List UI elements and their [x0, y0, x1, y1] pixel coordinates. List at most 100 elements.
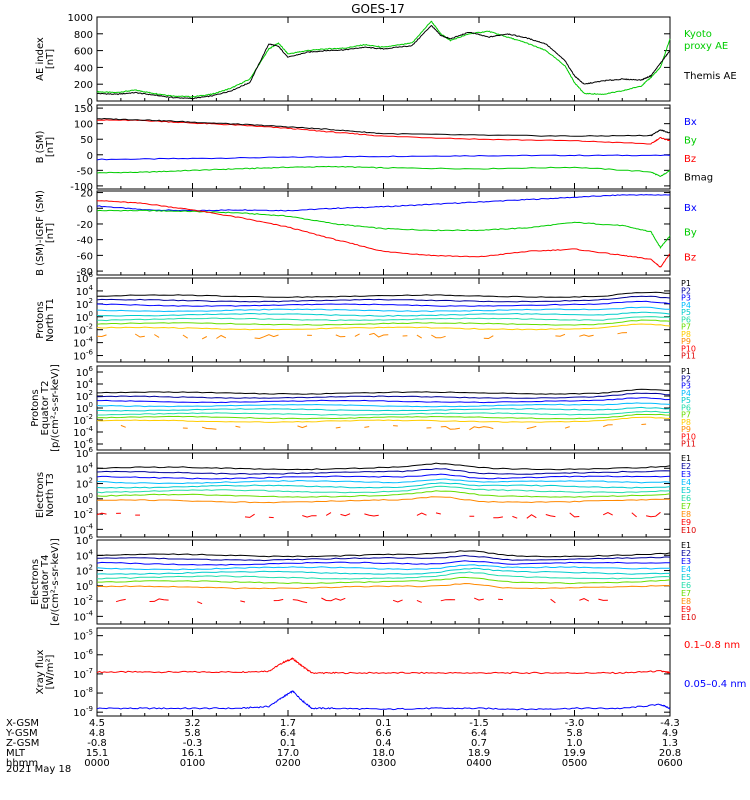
series-p3 [97, 397, 671, 404]
legend-p6: P6 [681, 403, 691, 412]
date-label: 2021 May 18 [6, 764, 71, 775]
y-tick-label: 0 [87, 204, 93, 215]
legend-p1: P1 [681, 279, 691, 288]
y-tick-exponent: -6 [86, 349, 94, 357]
series-p9 [201, 426, 217, 430]
series-e9 [364, 513, 379, 517]
series-p9 [369, 332, 389, 338]
series-p9 [235, 425, 241, 428]
y-tick-label: 200 [74, 80, 93, 91]
series-p9 [182, 334, 188, 339]
series-e1 [97, 550, 671, 558]
y-tick-label: 100 [76, 579, 93, 593]
y-tick-exponent: -6 [86, 648, 94, 656]
legend-e3: E3 [681, 470, 691, 479]
panel-frame [96, 16, 671, 102]
series-p6 [96, 316, 671, 322]
axis-row-value: 0400 [466, 758, 491, 769]
y-tick-label: 10-2 [73, 594, 93, 608]
axis-row-value: 6.4 [471, 728, 487, 739]
series-e5 [96, 567, 670, 575]
axis-row-value: 0.4 [376, 738, 392, 749]
axis-row-value: 0600 [657, 758, 682, 769]
y-tick-exponent: 0 [89, 492, 93, 500]
y-axis-label: North T1 [45, 298, 56, 342]
series-p9 [254, 334, 279, 340]
legend-e6: E6 [681, 581, 691, 590]
y-tick-label: 106 [76, 533, 94, 547]
series-e2 [96, 554, 671, 562]
y-tick-exponent: -4 [86, 522, 94, 530]
series-p9 [579, 334, 594, 337]
axis-row-value: 3.2 [185, 718, 201, 729]
series-p9 [297, 425, 308, 429]
legend-by: By [684, 228, 697, 239]
y-tick-exponent: 2 [89, 477, 93, 485]
axis-row-value: 18.9 [468, 748, 490, 759]
legend-e10: E10 [681, 613, 696, 622]
axis-row-value: 17.0 [277, 748, 299, 759]
series-p9 [354, 333, 360, 337]
legend-by: By [684, 136, 697, 147]
series-p9 [335, 426, 341, 429]
series-e9 [149, 598, 169, 602]
legend-p5: P5 [681, 308, 691, 317]
y-axis-label: Equator T4 [40, 555, 51, 610]
y-tick-exponent: -4 [86, 425, 94, 433]
legend-p11: P11 [681, 352, 696, 361]
y-axis-label: B (SM) [35, 130, 46, 163]
series-e3 [96, 473, 671, 480]
series-e9 [474, 597, 484, 601]
series-p3 [96, 300, 671, 307]
y-axis-label: Electrons [35, 472, 46, 518]
series-e7 [97, 576, 671, 585]
series-e9 [526, 514, 537, 519]
axis-row-label: hhmm [6, 758, 38, 769]
series-e3 [96, 560, 670, 566]
legend-p4: P4 [681, 389, 691, 398]
series-e9 [321, 597, 346, 602]
series-e7 [96, 490, 671, 498]
y-axis-label: Equator T2 [40, 381, 51, 436]
y-tick-label: 10-6 [73, 648, 93, 662]
series-p9 [564, 426, 570, 429]
axis-row-label: MLT [6, 748, 26, 759]
series-e9 [392, 599, 403, 603]
series-e5 [96, 482, 671, 489]
y-axis-label: [nT] [45, 137, 56, 157]
series-e9 [340, 513, 351, 517]
legend-0-1-0-8-nm: 0.1–0.8 nm [684, 640, 740, 651]
series-p9 [431, 334, 446, 339]
y-axis-label: Electrons [30, 559, 41, 605]
legend-bmag: Bmag [684, 173, 713, 184]
series-0-05-0-4-nm [96, 690, 671, 711]
y-tick-label: 100 [76, 310, 93, 324]
axis-row-value: -1.5 [469, 718, 489, 729]
legend-e2: E2 [681, 462, 691, 471]
series-e9 [416, 512, 427, 516]
series-p9 [526, 425, 537, 430]
y-tick-exponent: 4 [89, 548, 94, 556]
panel-bres: -80 -60 -40 -20 0 20 B (SM)-IGRF (SM) [nT] Bx By B… [35, 189, 697, 279]
legend-e7: E7 [681, 502, 691, 511]
series-e9 [244, 513, 255, 518]
legend-p8: P8 [681, 330, 691, 339]
axis-row-label: Z-GSM [6, 738, 39, 749]
series-e9 [645, 511, 661, 518]
axis-row-value: 1.3 [662, 738, 678, 749]
series-e9 [273, 598, 284, 602]
series-0-1-0-8-nm [96, 657, 671, 675]
series-e9 [240, 600, 246, 603]
legend-bz: Bz [684, 154, 696, 165]
series-e9 [197, 601, 203, 605]
series-p9 [120, 424, 126, 428]
series-p9 [555, 333, 566, 337]
legend-e3: E3 [681, 557, 691, 566]
series-e6 [96, 571, 671, 580]
series-e4 [96, 564, 670, 571]
